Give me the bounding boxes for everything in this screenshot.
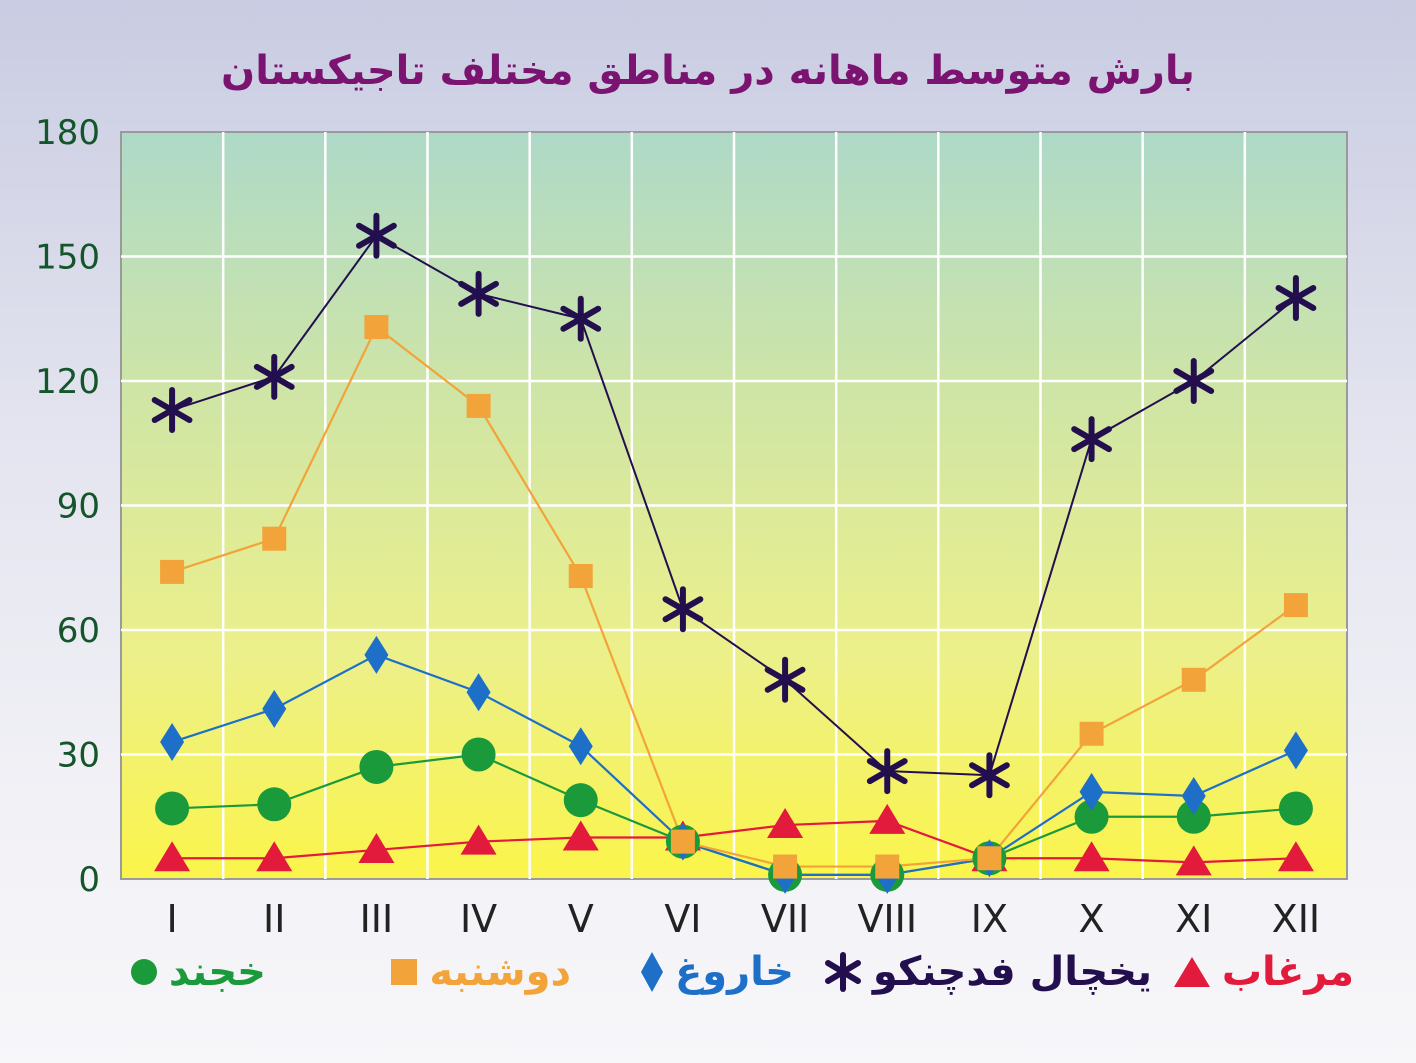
series-line-square — [171, 325, 1297, 868]
x-tick-label: III — [360, 897, 394, 940]
data-point-asterisk — [253, 353, 295, 400]
data-point-circle — [359, 749, 394, 784]
data-point-asterisk — [151, 387, 193, 434]
y-tick-label: 90 — [57, 487, 100, 527]
series-line-triangle — [172, 819, 1296, 864]
data-point-diamond — [262, 689, 287, 728]
x-tick-label: XI — [1175, 897, 1212, 940]
data-point-asterisk — [560, 295, 602, 342]
y-tick-label: 180 — [35, 113, 100, 153]
data-point-square — [1283, 593, 1308, 618]
data-point-square — [568, 564, 593, 589]
data-point-triangle — [358, 832, 395, 863]
y-tick-label: 60 — [57, 611, 100, 651]
data-point-triangle — [1175, 845, 1212, 876]
data-point-square — [160, 559, 185, 584]
data-point-square — [875, 854, 900, 879]
x-axis-ticks: I II III IV V VI VII VIII IX X XI XII — [166, 897, 1320, 940]
data-point-square — [364, 315, 389, 340]
data-point-square — [670, 829, 695, 854]
data-point-asterisk — [764, 656, 806, 703]
data-point-triangle — [460, 824, 497, 855]
data-point-triangle — [869, 803, 906, 834]
x-tick-label: XII — [1272, 897, 1320, 940]
legend: خجند دوشنبه خاروغ یخچال فدچنکو مرغاب — [0, 940, 1416, 1010]
data-point-square — [1181, 667, 1206, 692]
legend-item-murghab: مرغاب — [1172, 940, 1354, 1004]
diamond-marker-icon — [640, 952, 663, 992]
data-point-asterisk — [458, 270, 499, 317]
data-point-circle — [1278, 791, 1313, 826]
data-point-square — [262, 526, 287, 551]
x-tick-label: V — [568, 897, 594, 940]
x-tick-label: VII — [761, 897, 809, 940]
data-point-asterisk — [969, 752, 1010, 799]
grid-lines — [121, 132, 1347, 879]
data-point-triangle — [1277, 841, 1314, 872]
data-point-triangle — [767, 808, 804, 839]
data-point-asterisk — [662, 586, 704, 633]
square-marker-icon — [391, 959, 418, 985]
data-point-diamond — [160, 723, 185, 762]
legend-item-dushanbe: دوشنبه — [389, 940, 571, 1004]
legend-item-fedchenko: یخچال فدچنکو — [823, 940, 1152, 1004]
data-point-circle — [1074, 799, 1109, 834]
data-point-diamond — [466, 673, 491, 712]
data-point-circle — [155, 791, 190, 826]
data-point-diamond — [568, 727, 593, 766]
chart-title: بارش متوسط ماهانه در مناطق مختلف تاجیکست… — [221, 48, 1195, 94]
series-line-diamond — [171, 653, 1297, 876]
data-point-circle — [461, 737, 496, 772]
data-point-diamond — [1181, 777, 1206, 815]
data-point-asterisk — [356, 212, 397, 259]
data-point-circle — [1176, 799, 1211, 834]
data-point-asterisk — [1071, 416, 1112, 463]
data-point-diamond — [1283, 731, 1308, 770]
legend-label-dushanbe: دوشنبه — [429, 949, 571, 995]
x-tick-label: II — [263, 897, 285, 940]
data-point-circle — [563, 783, 598, 818]
x-tick-label: IX — [971, 897, 1008, 940]
circle-marker-icon — [130, 959, 157, 985]
series-markers — [151, 212, 1317, 894]
y-tick-label: 30 — [57, 736, 100, 776]
y-tick-label: 0 — [78, 860, 100, 900]
series-layer — [151, 212, 1317, 894]
data-point-asterisk — [1173, 358, 1215, 404]
legend-item-khorog: خاروغ — [639, 940, 794, 1004]
data-point-square — [466, 393, 491, 418]
x-tick-label: VIII — [857, 897, 917, 940]
data-point-circle — [257, 787, 292, 822]
asterisk-marker-icon — [824, 952, 861, 992]
y-tick-label: 120 — [35, 362, 100, 402]
data-point-asterisk — [1275, 275, 1317, 321]
data-point-asterisk — [866, 748, 908, 795]
data-point-square — [977, 846, 1002, 871]
x-tick-label: VI — [664, 897, 701, 940]
data-point-diamond — [364, 635, 389, 674]
x-tick-label: I — [166, 897, 177, 940]
data-point-square — [1079, 721, 1104, 746]
legend-label-murghab: مرغاب — [1221, 949, 1354, 995]
y-axis-ticks: 0 30 60 90 120 150 180 — [35, 113, 100, 900]
data-point-triangle — [562, 820, 599, 851]
legend-item-khujand: خجند — [129, 940, 266, 1004]
legend-label-khujand: خجند — [168, 949, 266, 995]
triangle-marker-icon — [1173, 957, 1210, 987]
legend-label-fedchenko: یخچال فدچنکو — [872, 949, 1152, 995]
data-point-diamond — [1079, 772, 1104, 811]
y-tick-label: 150 — [35, 238, 100, 278]
data-point-triangle — [256, 841, 293, 872]
x-tick-label: IV — [460, 897, 497, 940]
legend-label-khorog: خاروغ — [674, 949, 794, 995]
data-point-triangle — [1073, 841, 1110, 872]
data-point-triangle — [154, 841, 191, 872]
x-tick-label: X — [1079, 897, 1105, 940]
data-point-square — [773, 854, 798, 879]
